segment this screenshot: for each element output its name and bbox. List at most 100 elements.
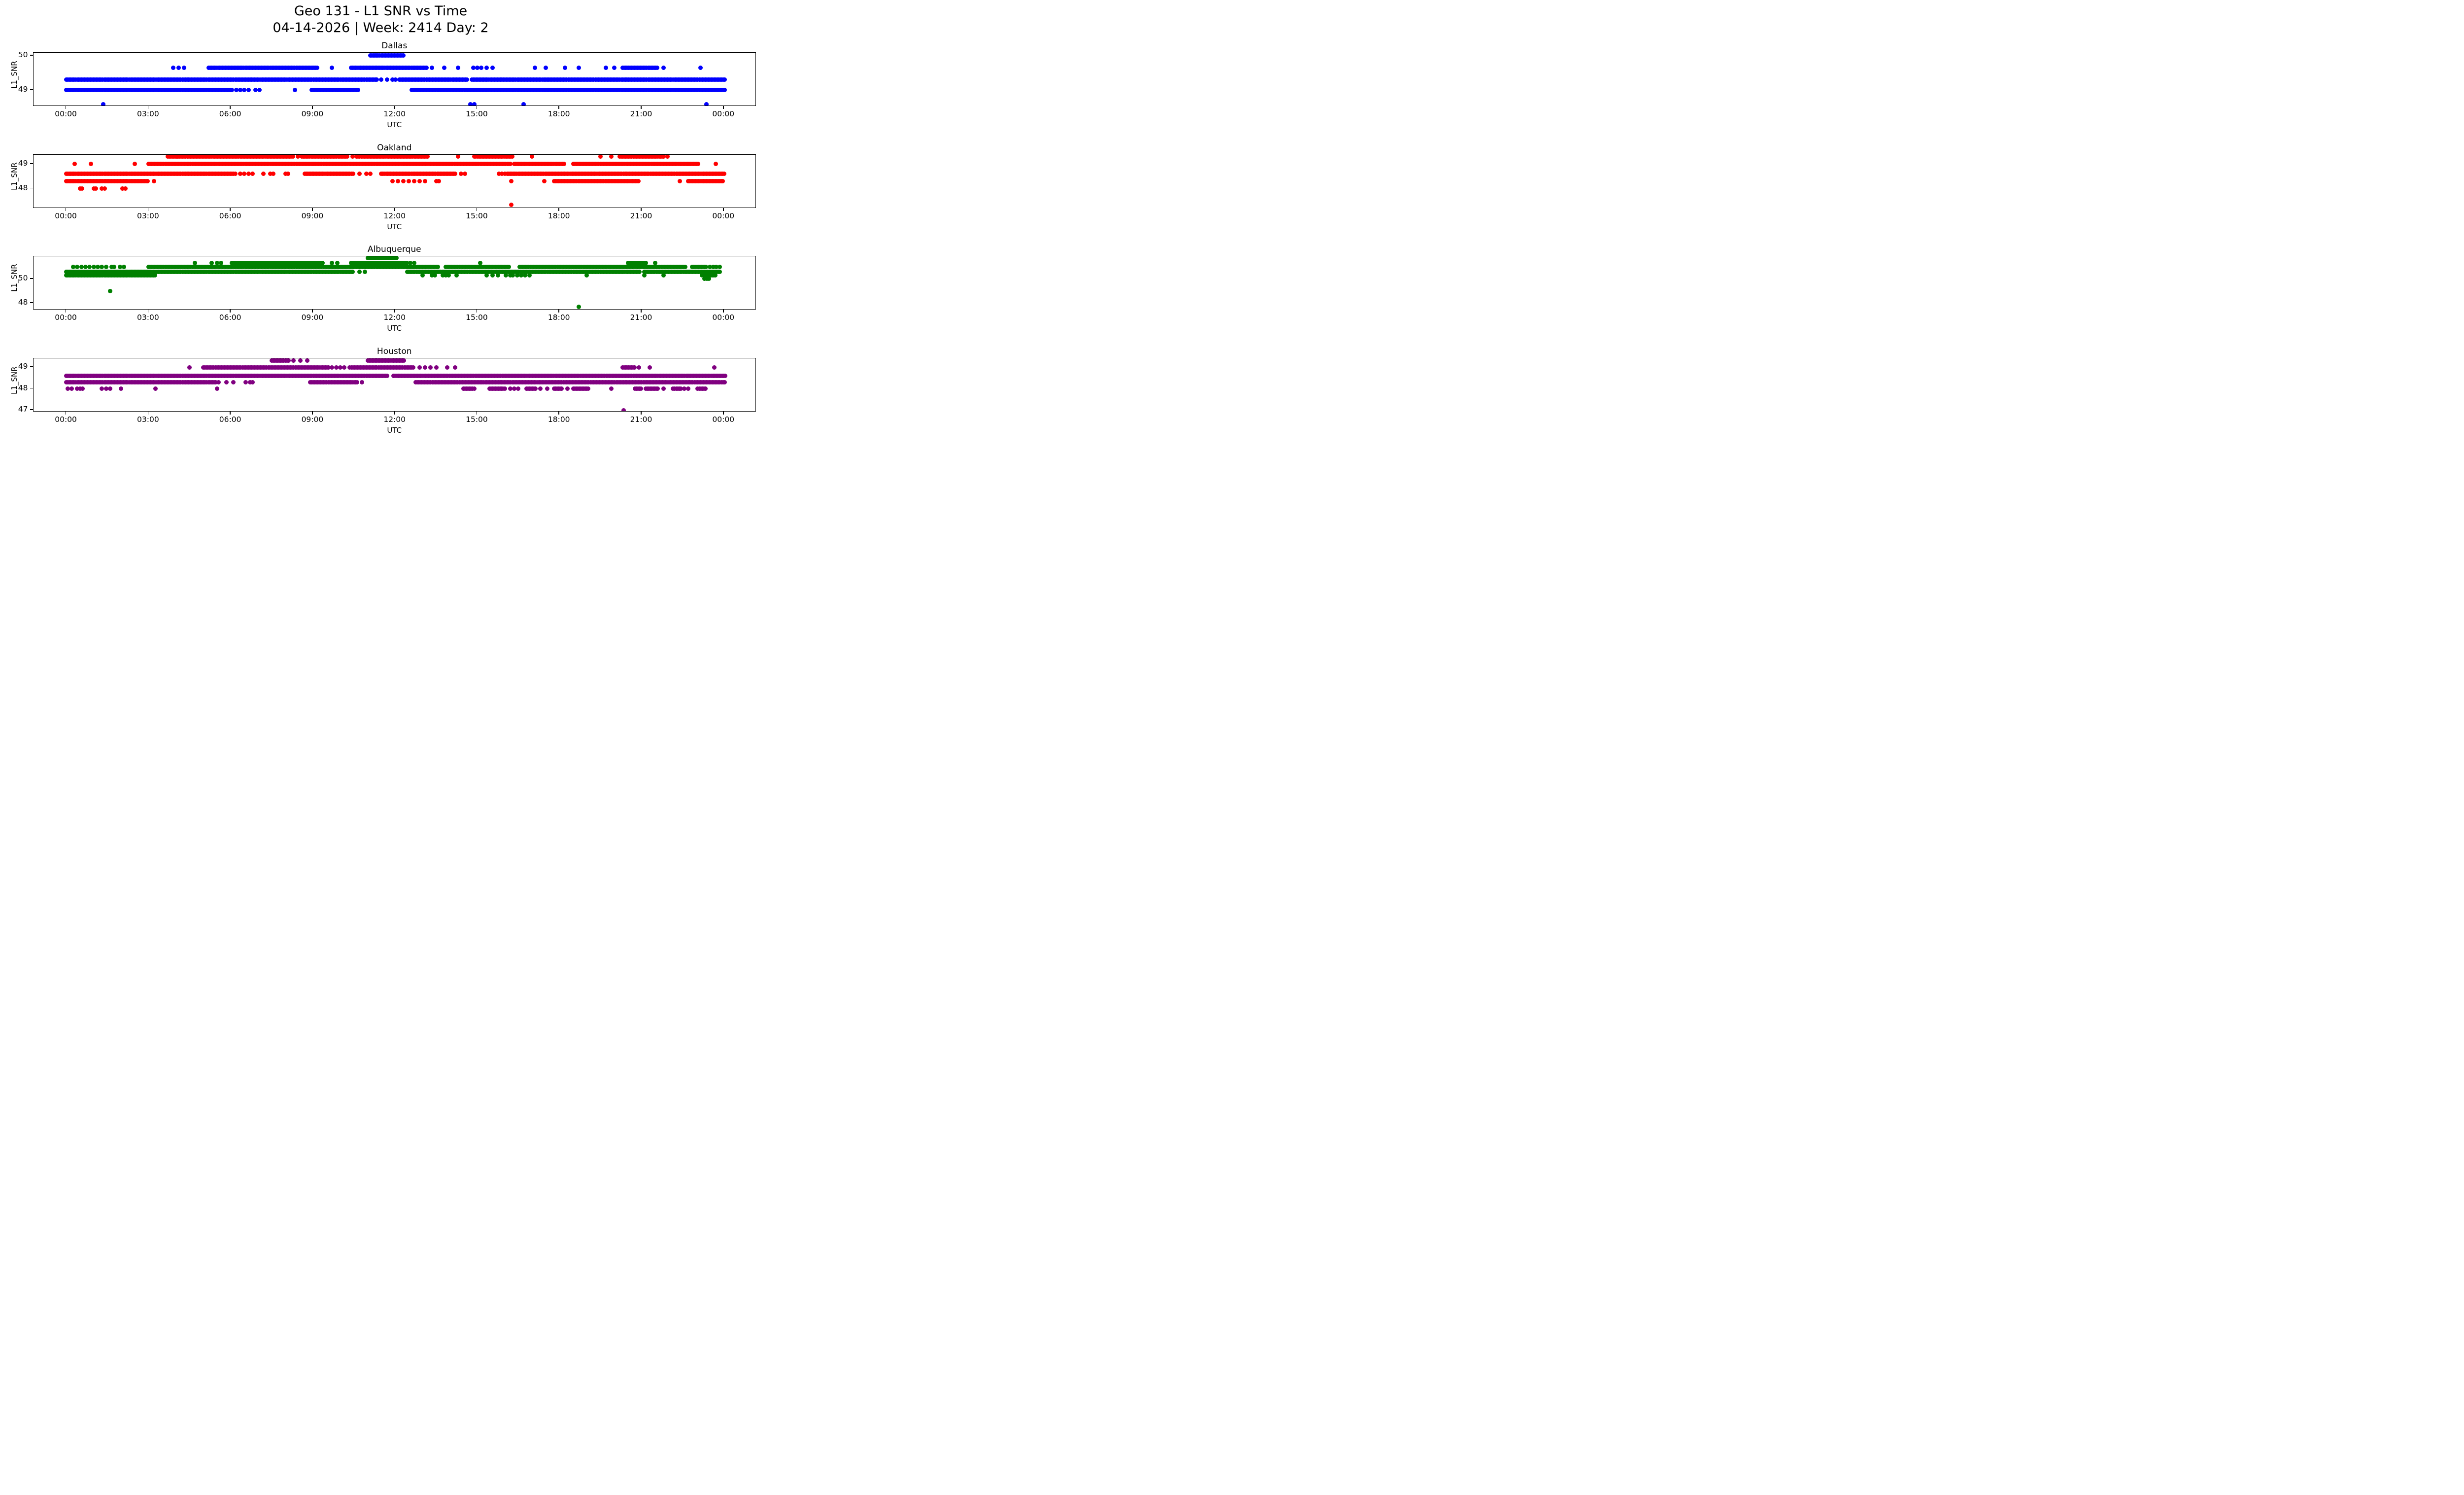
scatter-dot [315,65,320,70]
scatter-dot [83,264,88,269]
scatter-dot [722,380,727,384]
x-tick-mark [558,412,559,415]
scatter-dot [490,65,495,70]
scatter-dot [437,179,442,184]
x-tick-mark [312,309,313,313]
x-tick-mark [394,106,395,109]
scatter-dot [187,365,192,370]
scatter-dot [406,179,411,184]
scatter-dot [445,365,449,370]
x-tick-label: 09:00 [301,415,324,424]
scatter-dot [465,77,470,82]
x-tick-mark [476,208,478,211]
scatter-dot [698,65,703,70]
scatter-dot [453,365,458,370]
scatter-dot [335,261,340,266]
scatter-dot [69,386,74,391]
scatter-dot [286,172,291,176]
scatter-dot [508,273,513,278]
x-tick-label: 15:00 [466,109,488,118]
scatter-dot [364,172,369,176]
y-tick-mark [30,89,33,90]
axes-albuquerque [33,256,756,310]
scatter-dot [354,380,359,384]
y-tick-label: 48 [18,298,28,307]
y-tick-mark [30,387,33,389]
scatter-dot [408,261,412,266]
scatter-dot [661,154,666,159]
scatter-dot [79,186,84,191]
scatter-dot [453,172,458,176]
x-tick-label: 00:00 [55,211,77,220]
scatter-dot [80,386,85,391]
x-tick-mark [722,309,724,313]
scatter-dot [401,53,406,58]
scatter-dot [230,88,235,93]
scatter-dot [644,261,649,266]
scatter-dot [338,365,342,370]
scatter-dot [171,65,175,70]
x-tick-mark [312,208,313,211]
scatter-dot [120,186,125,191]
scatter-dot [257,88,262,93]
scatter-dot [561,162,566,167]
scatter-dot [495,273,500,278]
scatter-dot [379,77,384,82]
scatter-dot [430,65,435,70]
scatter-dot [661,386,666,391]
scatter-dot [665,154,670,159]
scatter-dot [425,154,430,159]
x-tick-mark [476,106,478,109]
scatter-dot [527,273,532,278]
x-tick-mark [641,208,642,211]
scatter-dot [242,88,247,93]
scatter-dot [435,264,440,269]
scatter-dot [357,269,362,274]
scatter-dot [722,88,727,93]
x-tick-mark [147,309,149,313]
scatter-dot [250,380,255,384]
axes-dallas [33,52,756,106]
x-tick-mark [230,208,231,211]
scatter-dot [176,65,181,70]
y-axis-label: L1_SNR [9,366,19,394]
scatter-dot [283,172,288,176]
x-tick-label: 21:00 [630,415,652,424]
scatter-dot [412,261,417,266]
scatter-dot [636,179,641,184]
scatter-dot [521,102,526,105]
scatter-dot [93,186,98,191]
scatter-dot [96,264,101,269]
scatter-dot [91,264,96,269]
scatter-dot [532,65,537,70]
scatter-dot [472,102,477,105]
scatter-dot [576,305,581,309]
scatter-dot [108,386,113,391]
subplot-title-oakland: Oakland [377,142,412,153]
x-tick-label: 21:00 [630,109,652,118]
scatter-dot [234,88,239,93]
y-tick-label: 50 [18,50,28,59]
axes-houston [33,358,756,412]
scatter-dot [543,65,548,70]
scatter-dot [151,179,156,184]
scatter-dot [530,154,535,159]
scatter-dot [722,77,727,82]
x-tick-mark [65,309,67,313]
scatter-dot [182,65,187,70]
scatter-dot [490,273,495,278]
scatter-dot [123,186,128,191]
scatter-dot [219,261,224,266]
x-tick-label: 06:00 [219,109,241,118]
scatter-dot [685,386,690,391]
scatter-dot [502,386,507,391]
scatter-dot [604,65,609,70]
x-tick-mark [394,208,395,211]
scatter-dot [456,154,461,159]
x-tick-label: 12:00 [383,109,406,118]
scatter-dot [499,172,504,176]
scatter-dot [417,365,422,370]
x-tick-mark [476,412,478,415]
scatter-dot [412,179,417,184]
scatter-dot [101,102,106,105]
